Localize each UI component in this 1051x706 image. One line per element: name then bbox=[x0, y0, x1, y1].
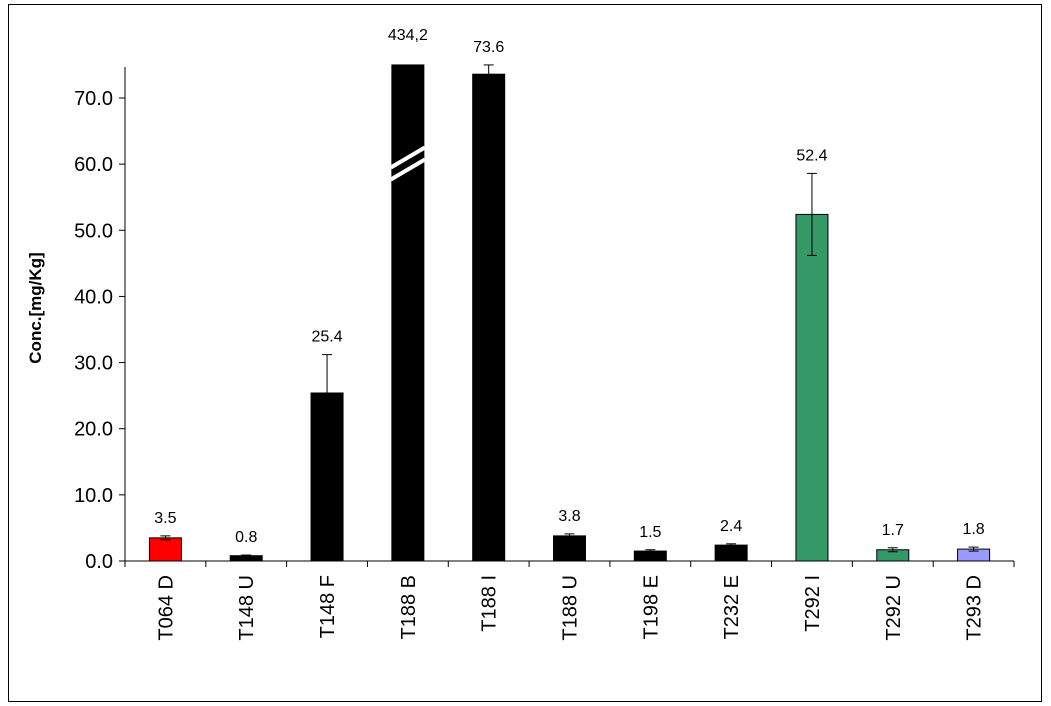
data-label: 434,2 bbox=[388, 27, 428, 44]
data-label: 25.4 bbox=[311, 329, 342, 346]
y-tick-label: 10.0 bbox=[74, 485, 113, 507]
data-labels: 3.5 0.8 25.4 434,2 73.6 3.8 1.5 2.4 52.4 1.7 1.8 bbox=[154, 27, 985, 546]
data-label: 2.4 bbox=[720, 518, 742, 535]
bars bbox=[148, 64, 991, 562]
axis-break-mark bbox=[389, 157, 426, 182]
bar bbox=[472, 73, 506, 562]
y-tick-label: 60.0 bbox=[74, 154, 113, 176]
y-axis-label: Conc.[mg/Kg] bbox=[26, 252, 45, 363]
chart-frame: 0.0 10.0 20.0 30.0 40.0 50.0 60.0 70.0 3.5 0.8 25… bbox=[8, 4, 1042, 702]
data-label: 1.7 bbox=[882, 522, 904, 539]
category-label: T232 E bbox=[721, 575, 743, 639]
bar bbox=[714, 544, 748, 562]
data-label: 1.8 bbox=[962, 521, 984, 538]
category-label: T188 U bbox=[560, 575, 582, 641]
category-label: T293 D bbox=[964, 575, 986, 641]
bar bbox=[553, 535, 586, 562]
y-tick-label: 40.0 bbox=[74, 286, 113, 308]
y-tick-label: 50.0 bbox=[74, 220, 113, 242]
category-label: T188 B bbox=[398, 575, 420, 639]
data-label: 3.8 bbox=[558, 508, 580, 525]
y-tick-label: 70.0 bbox=[74, 88, 113, 110]
bar bbox=[795, 213, 829, 562]
category-label: T064 D bbox=[155, 575, 177, 641]
category-label: T148 U bbox=[236, 575, 258, 641]
bar bbox=[148, 537, 182, 562]
data-label: 52.4 bbox=[796, 147, 827, 164]
data-label: 3.5 bbox=[154, 510, 176, 527]
axes bbox=[124, 67, 1015, 567]
category-label: T292 U bbox=[883, 575, 905, 641]
category-labels: T064 D T148 U T148 F T188 B T188 I T188 U T198… bbox=[155, 575, 985, 641]
data-label: 73.6 bbox=[473, 39, 504, 56]
y-tick-label: 30.0 bbox=[74, 353, 113, 375]
axis-break-mark bbox=[389, 145, 426, 170]
bar-chart: 0.0 10.0 20.0 30.0 40.0 50.0 60.0 70.0 3.5 0.8 25… bbox=[26, 27, 1015, 641]
category-label: T292 I bbox=[802, 575, 824, 632]
bar bbox=[391, 64, 425, 562]
y-ticks: 0.0 10.0 20.0 30.0 40.0 50.0 60.0 70.0 bbox=[74, 88, 125, 573]
category-label: T188 I bbox=[479, 575, 501, 632]
category-label: T198 E bbox=[640, 575, 662, 639]
y-tick-label: 20.0 bbox=[74, 419, 113, 441]
category-label: T148 F bbox=[317, 575, 339, 638]
data-label: 1.5 bbox=[639, 524, 661, 541]
y-tick-label: 0.0 bbox=[85, 551, 113, 573]
data-label: 0.8 bbox=[235, 529, 257, 546]
